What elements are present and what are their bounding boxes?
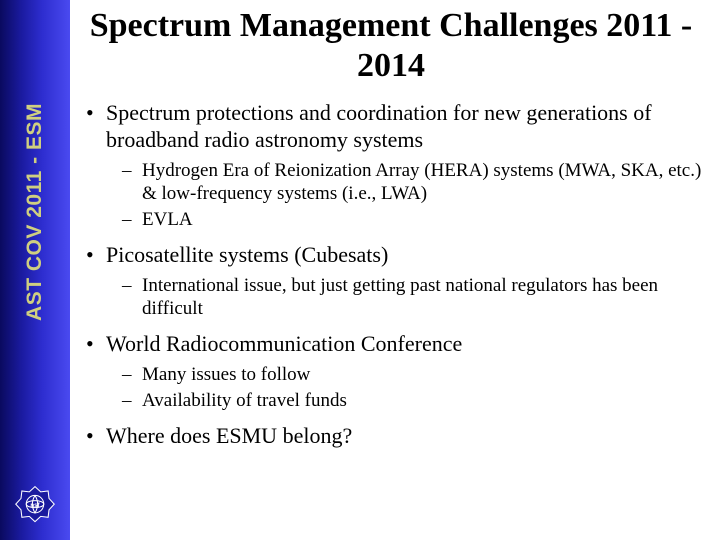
list-item: Picosatellite systems (Cubesats) Interna…: [80, 242, 702, 320]
list-item: Spectrum protections and coordination fo…: [80, 100, 702, 232]
page-title: Spectrum Management Challenges 2011 - 20…: [80, 6, 702, 86]
bullet-text: Where does ESMU belong?: [106, 423, 352, 448]
sidebar-label: AST COV 2011 - ESM: [23, 103, 47, 321]
content-area: Spectrum Management Challenges 2011 - 20…: [70, 0, 720, 540]
sub-item: Many issues to follow: [106, 364, 702, 387]
list-item: World Radiocommunication Conference Many…: [80, 331, 702, 413]
nsf-logo-icon: nsf: [14, 484, 56, 526]
list-item: Where does ESMU belong?: [80, 423, 702, 450]
sub-list: International issue, but just getting pa…: [106, 275, 702, 321]
sidebar: AST COV 2011 - ESM nsf: [0, 0, 70, 540]
bullet-list: Spectrum protections and coordination fo…: [80, 100, 702, 450]
bullet-text: Spectrum protections and coordination fo…: [106, 100, 652, 152]
bullet-text: World Radiocommunication Conference: [106, 331, 462, 356]
sub-list: Hydrogen Era of Reionization Array (HERA…: [106, 160, 702, 232]
svg-text:nsf: nsf: [30, 502, 40, 509]
sub-item: EVLA: [106, 209, 702, 232]
sub-item: Availability of travel funds: [106, 390, 702, 413]
sub-list: Many issues to follow Availability of tr…: [106, 364, 702, 414]
bullet-text: Picosatellite systems (Cubesats): [106, 242, 388, 267]
sub-item: International issue, but just getting pa…: [106, 275, 702, 321]
sub-item: Hydrogen Era of Reionization Array (HERA…: [106, 160, 702, 206]
